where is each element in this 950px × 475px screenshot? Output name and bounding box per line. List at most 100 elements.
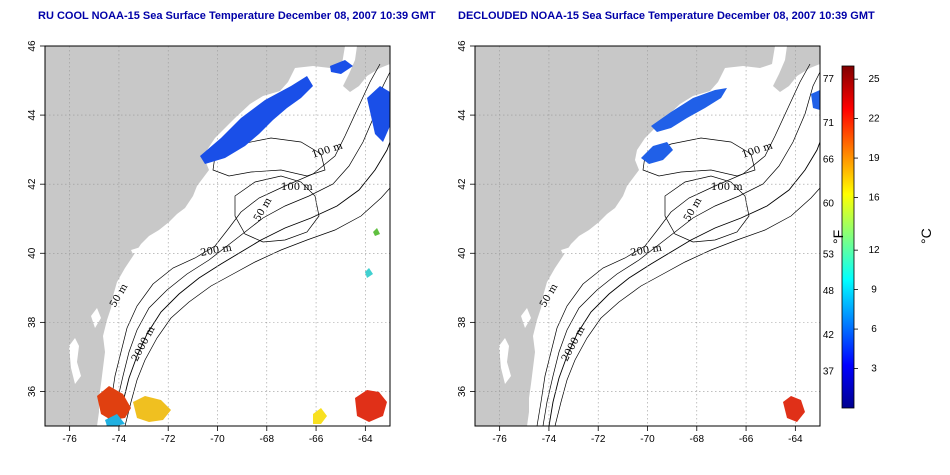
fahrenheit-tick-label: 66 — [823, 155, 835, 166]
longitude-tick-label: -68 — [690, 434, 705, 445]
contour-50m — [536, 63, 811, 427]
contour-georges-bank — [234, 175, 320, 243]
contour-100m — [112, 71, 391, 427]
left-map-title: RU COOL NOAA-15 Sea Surface Temperature … — [38, 10, 436, 22]
longitude-tick-label: -72 — [161, 434, 176, 445]
contour-50m — [106, 63, 381, 427]
celsius-tick-label: 22 — [868, 114, 880, 125]
fahrenheit-tick-label: 71 — [823, 118, 835, 129]
sst-southern-cool — [105, 414, 125, 426]
contour-label: 100 m — [711, 182, 743, 193]
fahrenheit-tick-label: 77 — [823, 74, 835, 85]
celsius-tick-label: 16 — [868, 193, 880, 204]
long-island-sound-water — [561, 234, 601, 254]
latitude-tick-label: 36 — [457, 385, 468, 397]
contour-200m — [548, 141, 821, 427]
fahrenheit-ticks: 77 71 66 60 53 48 42 37 — [823, 74, 835, 377]
coastline-land — [475, 46, 775, 426]
nova-scotia-land — [343, 46, 390, 92]
longitude-tick-label: -70 — [210, 434, 225, 445]
contour-gulf-of-maine — [212, 137, 326, 177]
latitude-tick-label: 42 — [457, 178, 468, 190]
raw-sst-map-panel: 100 m 100 m 50 m 200 m 50 m 2000 m -76 -7… — [27, 40, 391, 445]
delaware-bay-water — [91, 308, 101, 328]
sst-gulf-stream-warm — [783, 396, 805, 422]
chesapeake-water — [69, 338, 81, 384]
lat-lon-grid — [475, 46, 820, 426]
raw-sst-map: 100 m 100 m 50 m 200 m 50 m 2000 m -76 -7… — [27, 40, 391, 445]
sst-gulf-stream-yellow — [313, 408, 327, 424]
contour-2000m — [554, 187, 821, 427]
sst-scotian-shelf-cold — [367, 86, 390, 142]
celsius-tick-label: 12 — [868, 245, 880, 256]
colorbar-gradient — [841, 65, 855, 409]
land-mass — [475, 46, 820, 426]
sst-gulf-of-maine-cold — [651, 88, 727, 132]
fahrenheit-tick-label: 48 — [823, 286, 835, 297]
chesapeake-water — [499, 338, 511, 384]
latitude-tick-label: 44 — [27, 109, 38, 121]
celsius-unit-label: °C — [918, 228, 934, 244]
declouded-sst-map-panel: 100 m 100 m 50 m 200 m 50 m 2000 m -76 -7… — [457, 40, 821, 445]
sst-patches — [641, 88, 820, 422]
sst-southern-warm — [97, 386, 131, 420]
sst-maine-coast-cold — [330, 60, 353, 74]
fahrenheit-tick-label: 60 — [823, 198, 835, 209]
longitude-tick-label: -68 — [260, 434, 275, 445]
contour-georges-bank — [664, 175, 750, 243]
fahrenheit-tick-label: 53 — [823, 250, 835, 261]
longitude-ticks: -76 -74 -72 -70 -68 -66 -64 — [492, 426, 803, 445]
sst-scotian-shelf-cold — [811, 90, 820, 110]
latitude-tick-label: 40 — [457, 247, 468, 259]
sst-cape-cod-cold — [641, 142, 673, 164]
longitude-tick-label: -64 — [788, 434, 803, 445]
sst-small-cyan — [365, 268, 373, 278]
longitude-tick-label: -72 — [591, 434, 606, 445]
celsius-tick-label: 3 — [871, 364, 877, 375]
longitude-ticks: -76 -74 -72 -70 -68 -66 -64 — [62, 426, 373, 445]
celsius-tick-label: 19 — [868, 153, 880, 164]
temperature-colorbar: 77 71 66 60 53 48 42 37 25 22 19 16 12 9 6 3 °F °C — [823, 62, 946, 422]
longitude-tick-label: -64 — [358, 434, 373, 445]
bathymetry-contours — [106, 63, 391, 427]
bathymetry-contours — [536, 63, 821, 427]
latitude-tick-label: 42 — [27, 178, 38, 190]
declouded-sst-map: 100 m 100 m 50 m 200 m 50 m 2000 m -76 -7… — [457, 40, 821, 445]
sst-gulf-of-maine-cold — [200, 76, 313, 164]
fahrenheit-unit-label: °F — [830, 230, 846, 244]
latitude-tick-label: 40 — [27, 247, 38, 259]
celsius-ticks: 25 22 19 16 12 9 6 3 — [854, 74, 880, 375]
latitude-tick-label: 46 — [457, 40, 468, 52]
latitude-tick-label: 36 — [27, 385, 38, 397]
latitude-tick-label: 44 — [457, 109, 468, 121]
contour-200m — [118, 141, 391, 427]
contour-label: 100 m — [281, 182, 313, 193]
latitude-ticks: 36 38 40 42 44 46 — [457, 40, 475, 397]
latitude-tick-label: 38 — [457, 316, 468, 328]
contour-gulf-of-maine — [642, 137, 756, 177]
celsius-tick-label: 6 — [871, 324, 877, 335]
sst-small-green — [373, 228, 380, 236]
celsius-tick-label: 25 — [868, 74, 880, 85]
coastline-land — [45, 46, 345, 426]
longitude-tick-label: -74 — [112, 434, 127, 445]
colorbar-graphic: 77 71 66 60 53 48 42 37 25 22 19 16 12 9 6 3 °F °C — [823, 65, 934, 409]
land-mass — [45, 46, 390, 426]
longitude-tick-label: -66 — [739, 434, 754, 445]
longitude-tick-label: -74 — [542, 434, 557, 445]
longitude-tick-label: -70 — [640, 434, 655, 445]
right-map-title: DECLOUDED NOAA-15 Sea Surface Temperatur… — [458, 10, 875, 22]
fahrenheit-tick-label: 37 — [823, 366, 835, 377]
long-island-sound-water — [131, 234, 171, 254]
fahrenheit-tick-label: 42 — [823, 330, 835, 341]
longitude-tick-label: -66 — [309, 434, 324, 445]
sst-southern-warm-edge — [133, 396, 171, 422]
latitude-tick-label: 46 — [27, 40, 38, 52]
sst-gulf-stream-warm — [355, 390, 387, 422]
sst-patches — [97, 60, 390, 426]
delaware-bay-water — [521, 308, 531, 328]
nova-scotia-land — [773, 46, 820, 92]
longitude-tick-label: -76 — [62, 434, 77, 445]
celsius-tick-label: 9 — [871, 285, 877, 296]
contour-2000m — [124, 187, 391, 427]
